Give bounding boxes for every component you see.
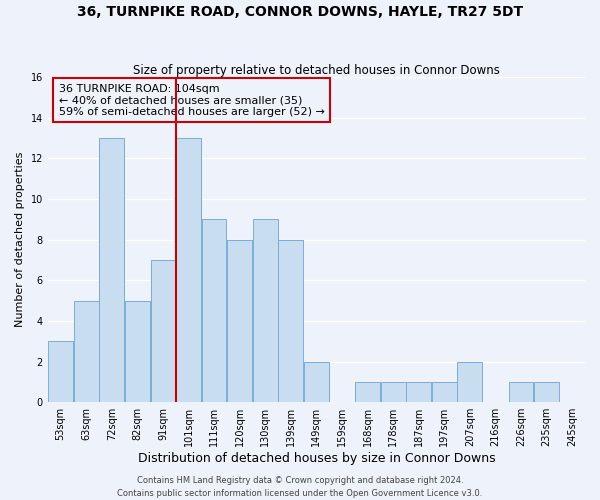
Bar [202,220,226,402]
Bar [432,382,457,402]
Title: Size of property relative to detached houses in Connor Downs: Size of property relative to detached ho… [133,64,500,77]
Bar [406,382,431,402]
Y-axis label: Number of detached properties: Number of detached properties [15,152,25,328]
Bar [227,240,252,402]
Bar [253,220,278,402]
X-axis label: Distribution of detached houses by size in Connor Downs: Distribution of detached houses by size … [137,452,495,465]
Bar [509,382,533,402]
Bar [100,138,124,402]
Bar [457,362,482,402]
Bar [176,138,201,402]
Text: 36, TURNPIKE ROAD, CONNOR DOWNS, HAYLE, TR27 5DT: 36, TURNPIKE ROAD, CONNOR DOWNS, HAYLE, … [77,5,523,19]
Text: 36 TURNPIKE ROAD: 104sqm
← 40% of detached houses are smaller (35)
59% of semi-d: 36 TURNPIKE ROAD: 104sqm ← 40% of detach… [59,84,325,116]
Bar [48,341,73,402]
Bar [381,382,406,402]
Bar [125,300,150,402]
Bar [355,382,380,402]
Bar [74,300,98,402]
Bar [278,240,303,402]
Bar [304,362,329,402]
Bar [534,382,559,402]
Text: Contains HM Land Registry data © Crown copyright and database right 2024.
Contai: Contains HM Land Registry data © Crown c… [118,476,482,498]
Bar [151,260,175,402]
